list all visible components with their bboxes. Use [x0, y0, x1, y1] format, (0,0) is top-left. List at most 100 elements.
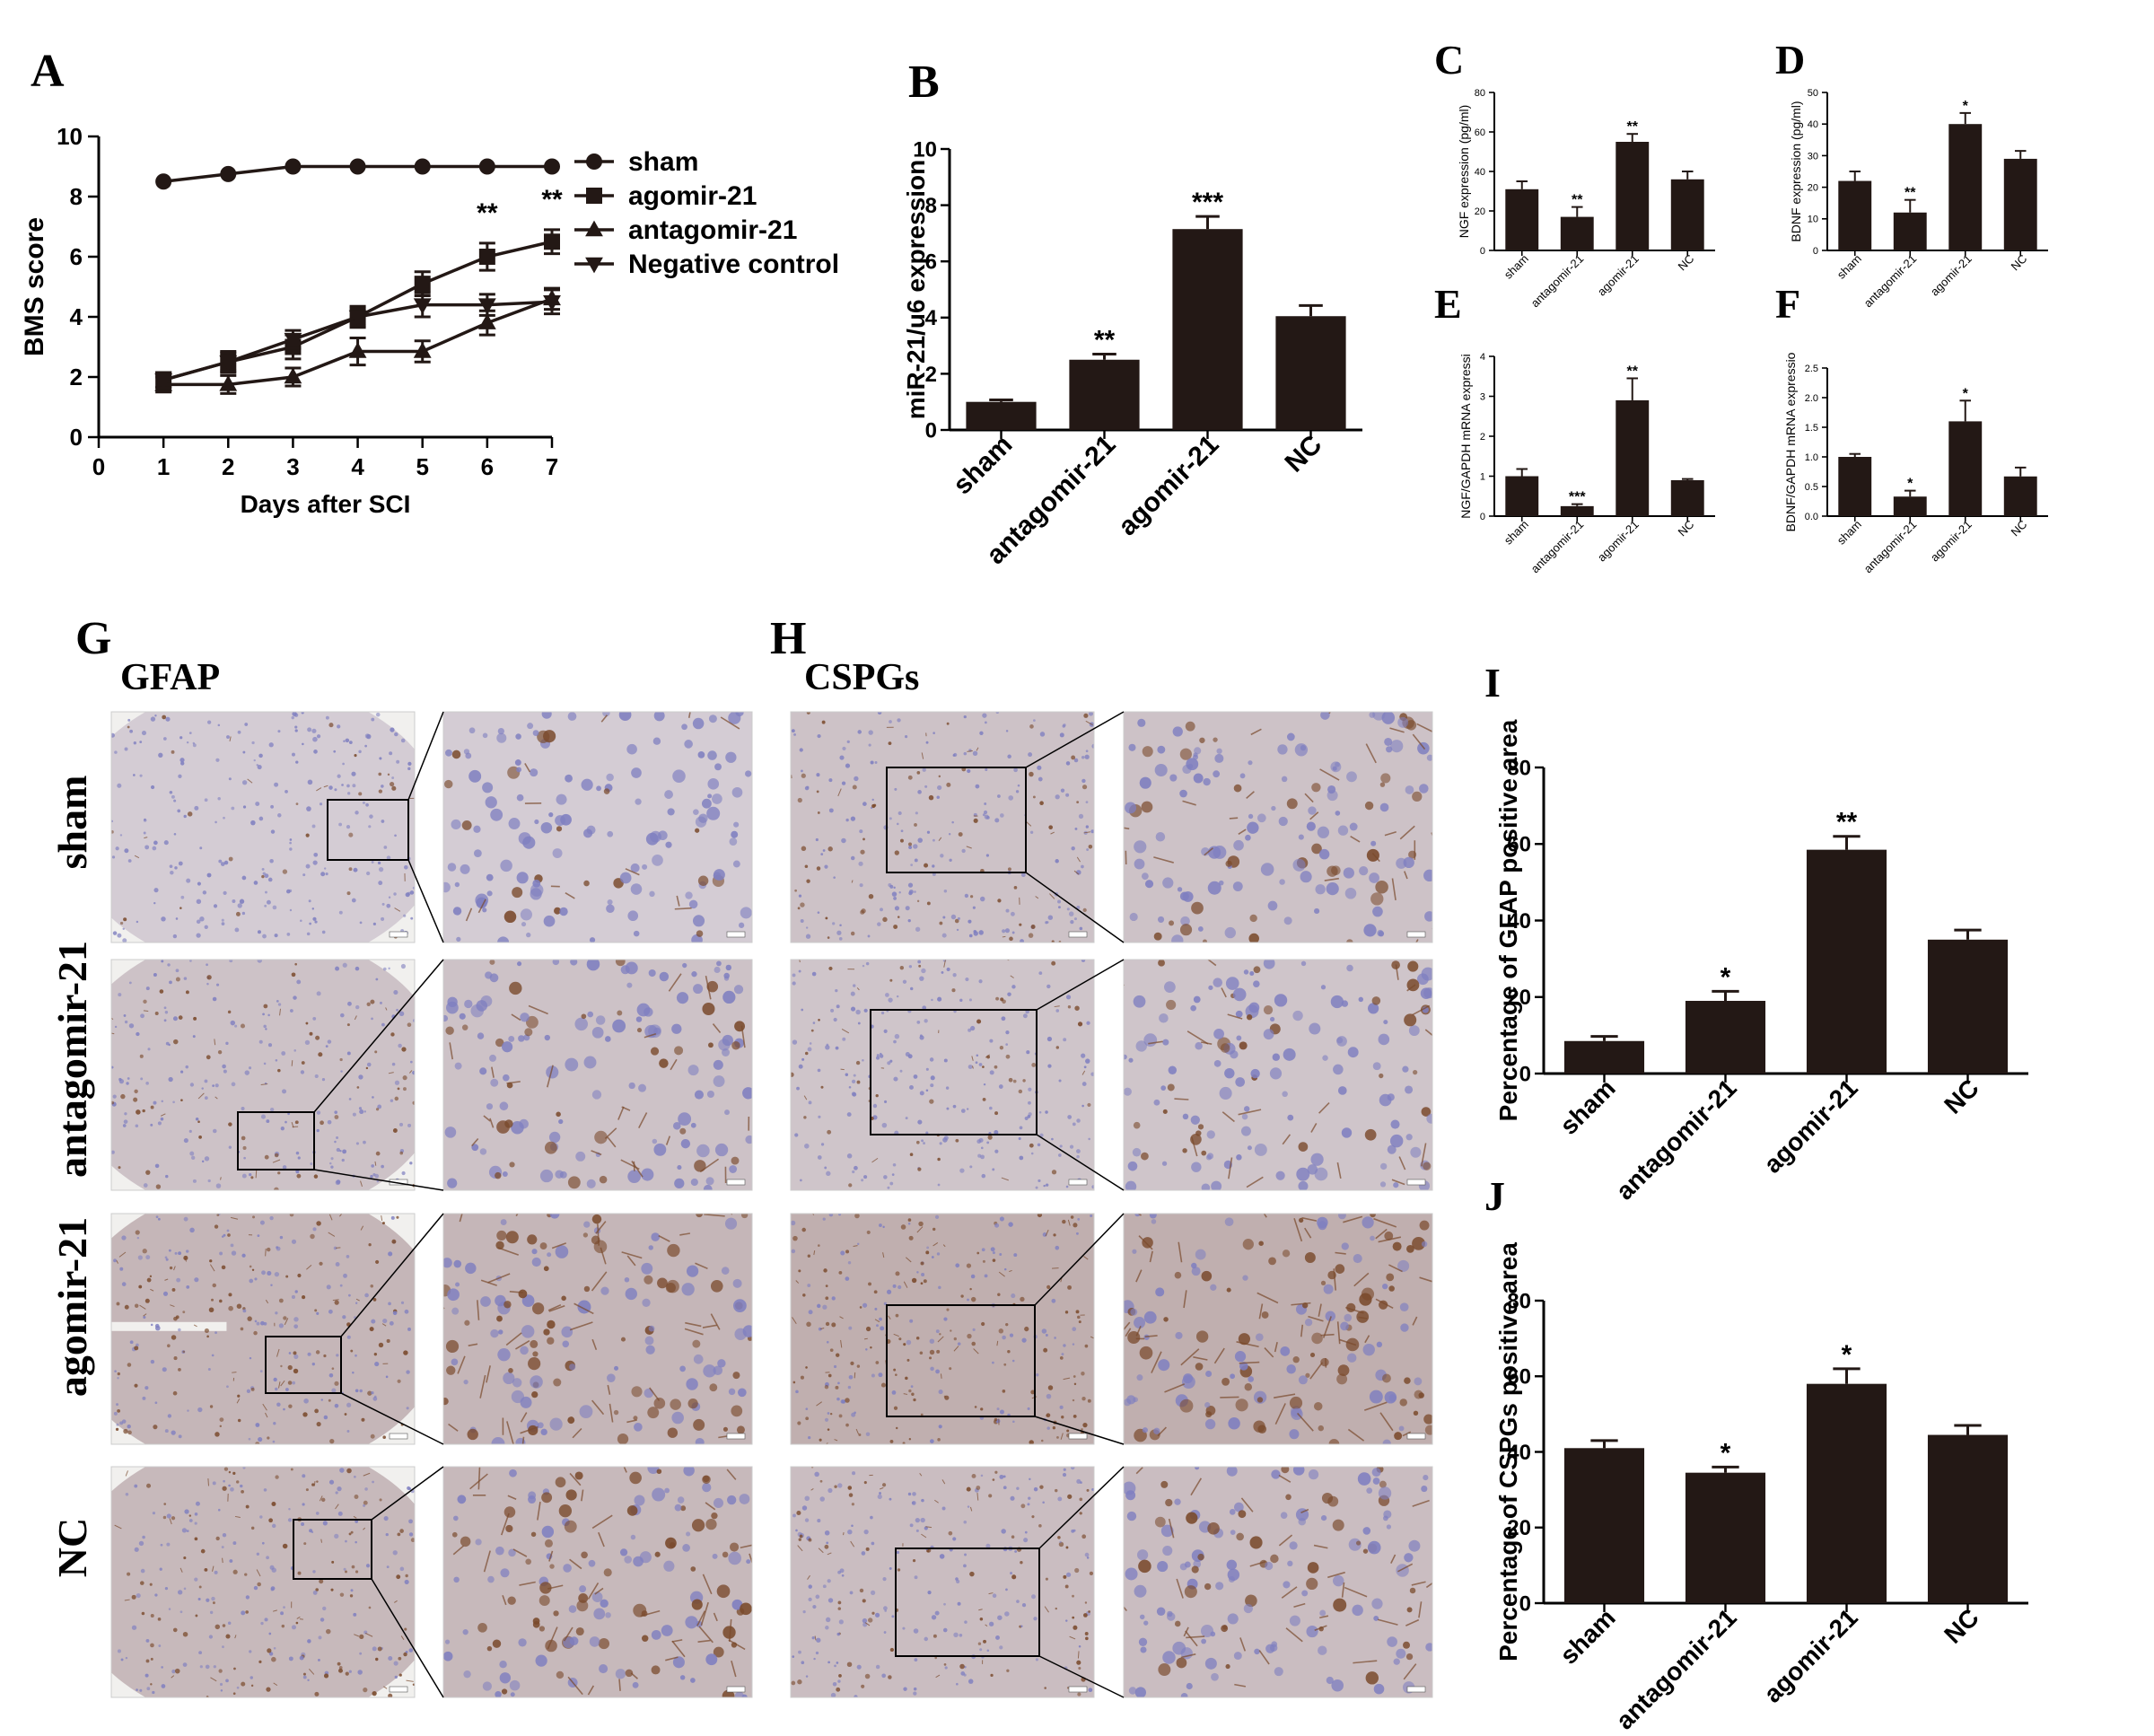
dab-stain [143, 999, 147, 1004]
dab-stain [702, 1475, 711, 1485]
nucleus [111, 1065, 114, 1069]
stained-process [1420, 1143, 1427, 1167]
nucleus [206, 982, 209, 986]
dab-stain [1053, 1233, 1056, 1237]
nucleus [294, 725, 298, 729]
dab-stain [990, 1673, 994, 1677]
stained-process [874, 1319, 880, 1323]
significance-marker: * [1907, 477, 1913, 492]
dab-stain [285, 1275, 289, 1278]
nucleus [372, 1096, 374, 1099]
dab-stain [1356, 1311, 1370, 1323]
nucleus [865, 1432, 871, 1436]
data-point [219, 375, 238, 391]
inset-connector [1025, 872, 1125, 943]
dab-stain [1077, 1021, 1083, 1027]
stained-process [335, 1504, 339, 1510]
dab-stain [1073, 1223, 1078, 1228]
stained-process [574, 1302, 594, 1315]
nucleus [865, 1348, 868, 1351]
stained-process [699, 1158, 720, 1173]
data-point [349, 158, 366, 175]
nucleus [682, 962, 687, 969]
dab-stain [870, 1346, 872, 1349]
dab-stain [970, 1296, 976, 1302]
nucleus [733, 821, 740, 828]
dab-stain [797, 907, 801, 910]
dab-stain [929, 1349, 935, 1355]
nucleus [269, 1107, 275, 1112]
dab-stain [834, 1485, 837, 1488]
nucleus [302, 1474, 306, 1478]
dab-stain [316, 1221, 321, 1226]
nucleus [197, 1597, 201, 1601]
nucleus [322, 1606, 327, 1611]
dab-stain [370, 999, 375, 1004]
nucleus [150, 785, 155, 790]
dab-stain [796, 1510, 801, 1516]
nucleus [1337, 825, 1349, 836]
dab-stain [1394, 1432, 1403, 1441]
nucleus [552, 960, 560, 966]
stained-process [818, 1547, 824, 1554]
dab-stain [399, 1151, 404, 1155]
nucleus [967, 768, 971, 774]
nucleus [393, 989, 398, 995]
micrograph-texture [1124, 960, 1432, 1190]
nucleus [994, 818, 1000, 823]
dab-stain [937, 1438, 941, 1442]
micrograph-cspgs-agomir-21-detail [1123, 1213, 1433, 1445]
dab-stain [848, 1183, 853, 1188]
nucleus [1003, 1475, 1006, 1478]
dab-stain [495, 1241, 504, 1249]
dab-stain [818, 1019, 820, 1021]
nucleus [694, 1090, 705, 1100]
dab-stain [443, 1398, 449, 1406]
nucleus [231, 806, 235, 811]
inset-rectangle [327, 799, 409, 861]
nucleus [1072, 1122, 1076, 1127]
dab-stain [290, 1468, 293, 1471]
nucleus [355, 1354, 357, 1357]
dab-stain [994, 1417, 998, 1422]
stained-process [1412, 1316, 1418, 1326]
nucleus [976, 1054, 979, 1057]
stained-process [863, 1337, 868, 1340]
nucleus [379, 757, 382, 760]
dab-stain [289, 1214, 294, 1217]
nucleus [136, 1688, 138, 1691]
legend-entry: antagomir-21 [628, 215, 797, 245]
stained-process [1238, 1109, 1262, 1116]
nucleus [486, 1103, 494, 1110]
nucleus [526, 932, 531, 938]
nucleus [1271, 805, 1276, 811]
stained-process [925, 1526, 933, 1529]
nucleus [845, 1073, 849, 1076]
stained-process [273, 1682, 278, 1687]
nucleus [241, 1106, 245, 1111]
dab-stain [146, 1277, 152, 1283]
stained-process [180, 1567, 183, 1573]
stained-process [1137, 1214, 1142, 1216]
nucleus [1298, 834, 1304, 840]
nucleus [1144, 880, 1154, 889]
stained-process [996, 1340, 999, 1346]
nucleus [314, 920, 318, 924]
nucleus [398, 1043, 402, 1048]
nucleus [1067, 1115, 1073, 1119]
nucleus [195, 1501, 200, 1506]
dab-stain [709, 1383, 718, 1392]
nucleus [407, 1327, 411, 1331]
nucleus [1042, 1501, 1045, 1504]
dab-stain [155, 1184, 162, 1189]
nucleus [889, 1181, 894, 1186]
stained-process [591, 1271, 608, 1292]
stained-process [972, 1065, 974, 1069]
dab-stain [1238, 1510, 1247, 1519]
stained-process [1308, 1315, 1324, 1322]
y-tick-label: 0 [1480, 246, 1485, 257]
dab-stain [1077, 1315, 1081, 1320]
stained-process [933, 1242, 939, 1247]
data-point [348, 342, 367, 358]
inset-connector [1025, 711, 1125, 768]
